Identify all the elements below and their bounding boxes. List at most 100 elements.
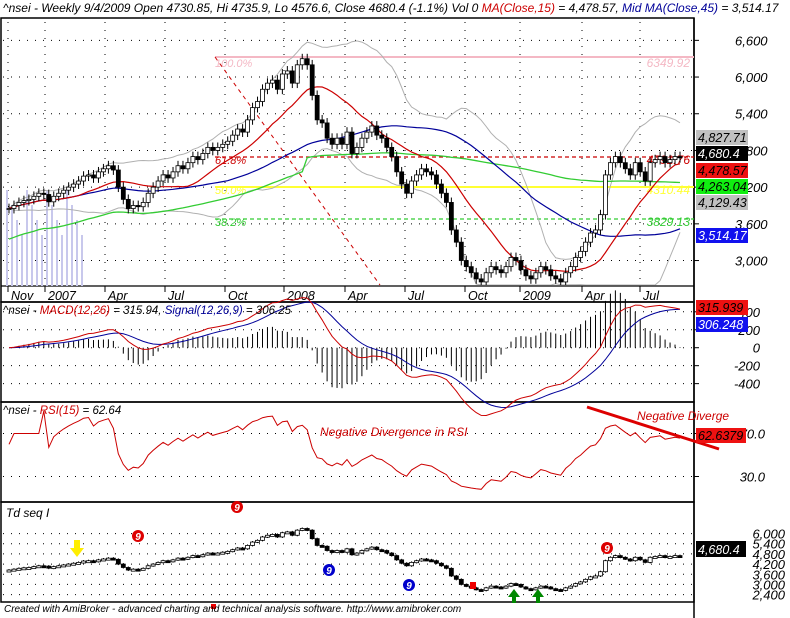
- td-candle-body: [632, 556, 638, 562]
- macd-panel-title: ^nsei - MACD(12,26) = 315.94, Signal(12,…: [3, 305, 291, 317]
- candle-body: [473, 272, 479, 280]
- td-candle-body: [115, 558, 121, 565]
- td-candle-body: [265, 534, 270, 538]
- td-candle-body: [26, 567, 32, 570]
- x-tick-label: Apr: [584, 289, 605, 303]
- candle-body: [185, 162, 191, 170]
- candle-body: [443, 192, 449, 203]
- td-candle-body: [443, 565, 449, 569]
- candle-body: [434, 174, 439, 185]
- td-candle-body: [434, 560, 439, 564]
- candle-body: [205, 146, 211, 154]
- candle-body: [667, 159, 673, 164]
- value-label: 4,827.71: [698, 131, 747, 145]
- td-candle-body: [225, 550, 231, 554]
- volume-bar: [21, 235, 23, 286]
- candle-body: [488, 266, 494, 274]
- x-tick-label: Jul: [407, 289, 425, 303]
- candle-body: [170, 171, 176, 179]
- candle-body: [578, 250, 583, 258]
- candle-body: [6, 208, 12, 210]
- td-marker-label: 9: [604, 544, 610, 555]
- panel-frame-2: [0, 401, 695, 503]
- candle-body: [344, 131, 350, 145]
- ma15-line: [8, 86, 681, 272]
- candle-body: [354, 146, 360, 154]
- candle-body: [46, 194, 52, 203]
- macd-line: [8, 297, 681, 417]
- candle-body: [334, 137, 340, 145]
- candle-body: [304, 58, 310, 66]
- candle-body: [225, 140, 231, 145]
- candle-body: [647, 162, 653, 182]
- x-tick-label: Jul: [167, 289, 185, 303]
- td-candle-body: [548, 586, 554, 590]
- td-value-label: 4,680.4: [698, 543, 740, 557]
- td-candle-body: [344, 548, 350, 553]
- mid-ma-value: = 3,514.17: [718, 1, 779, 15]
- td-candle-body: [76, 561, 81, 565]
- td-candle-body: [41, 565, 47, 569]
- candle-body: [255, 101, 260, 109]
- candle-body: [11, 205, 17, 209]
- td-candle-body: [215, 552, 221, 556]
- candle-body: [195, 156, 201, 161]
- candle-body: [364, 131, 370, 139]
- td-candle-body: [309, 529, 315, 540]
- td-marker-sell-9: [601, 542, 613, 554]
- td-candle-body: [46, 565, 52, 569]
- td-value-label-bg: [696, 541, 746, 557]
- candle-body: [36, 192, 42, 197]
- td-candle-body: [125, 567, 131, 571]
- td-candle-body: [6, 569, 12, 573]
- candle-body: [81, 175, 86, 182]
- candle-body: [543, 266, 549, 271]
- td-candle-body: [319, 545, 325, 548]
- td-marker-sell-9: [231, 501, 243, 513]
- td-candle-body: [593, 575, 598, 579]
- candle-body: [56, 192, 62, 197]
- td-candle-body: [379, 549, 385, 553]
- td-candle-body: [200, 554, 206, 558]
- td-candle-body: [374, 546, 380, 551]
- macd-y-label: 0: [753, 341, 761, 356]
- candle-body: [533, 272, 539, 280]
- volume-bar: [41, 235, 43, 286]
- td-candle-body: [339, 550, 345, 553]
- fib-level-label: 61.8%: [215, 155, 246, 167]
- candle-body: [130, 205, 136, 209]
- bollinger-lower: [8, 148, 681, 286]
- value-label-bg: [696, 130, 748, 145]
- value-label: 3,514.17: [698, 229, 748, 243]
- candle-body: [135, 205, 141, 208]
- td-candle-body: [145, 565, 151, 569]
- candle-body: [538, 266, 544, 274]
- td-candle-body: [672, 555, 678, 559]
- ma15-legend: MA(Close,15): [481, 1, 555, 15]
- footer-red-marker: [211, 604, 216, 609]
- arrow-down-icon: [70, 540, 84, 557]
- x-tick-label: Oct: [468, 289, 488, 303]
- volume-bar: [76, 220, 78, 286]
- fib-level-label: 38.2%: [215, 217, 246, 229]
- td-candle-body: [245, 545, 250, 550]
- x-tick-label: Oct: [228, 289, 248, 303]
- bollinger-upper: [8, 40, 681, 260]
- td-candle-body: [478, 589, 484, 592]
- candle-body: [165, 174, 171, 179]
- candle-body: [627, 168, 633, 176]
- td-candle-body: [185, 556, 191, 560]
- td-candle-body: [255, 539, 260, 543]
- volume-bar: [16, 220, 18, 286]
- candle-body: [106, 165, 111, 170]
- td-candle-body: [16, 567, 22, 571]
- td-red-marker: [470, 582, 476, 589]
- td-y-label: 3,600: [752, 567, 785, 582]
- td-candle-body: [608, 556, 613, 562]
- candle-body: [200, 153, 206, 161]
- x-tick-label: Jul: [642, 289, 660, 303]
- td-candle-body: [66, 563, 72, 567]
- rsi-value-label-bg: [696, 428, 746, 443]
- candle-body: [26, 198, 32, 201]
